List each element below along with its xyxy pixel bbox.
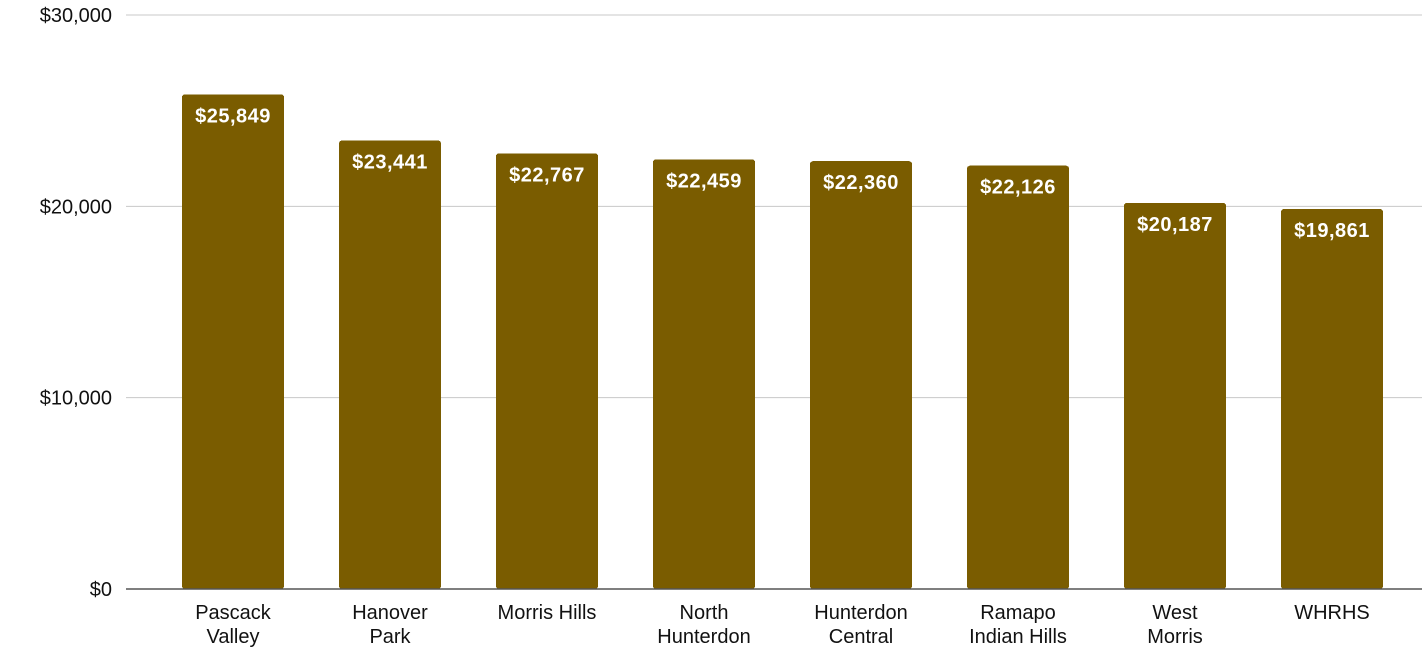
x-axis-ticks: Pascack Valley Hanover Park Morris Hills Nort… xyxy=(195,602,1370,648)
bar-value-label: $22,360 xyxy=(823,172,899,194)
x-tick-label: Ramapo Indian Hills xyxy=(969,602,1067,648)
bar xyxy=(339,140,441,589)
bar-value-label: $23,441 xyxy=(352,151,428,173)
bars xyxy=(182,94,1383,590)
bar-value-label: $20,187 xyxy=(1137,214,1213,236)
x-tick-label-line: Pascack xyxy=(195,602,272,624)
y-tick-label: $30,000 xyxy=(40,5,112,27)
x-tick-label-line: Hunterdon xyxy=(657,626,750,648)
x-tick-label-line: Valley xyxy=(207,626,260,648)
x-tick-label-line: West xyxy=(1152,602,1198,624)
bar-value-label: $22,126 xyxy=(980,177,1056,199)
x-tick-label-line: North xyxy=(680,602,729,624)
bar xyxy=(1124,202,1226,589)
bar xyxy=(653,159,755,589)
bar xyxy=(967,165,1069,589)
bar-value-label: $22,459 xyxy=(666,170,742,192)
x-tick-label: Pascack Valley xyxy=(195,602,272,648)
data-labels: $25,849 $23,441 $22,767 $22,459 $22,360 $22,1… xyxy=(195,105,1370,242)
x-tick-label: North Hunterdon xyxy=(657,602,750,648)
x-tick-label: Morris Hills xyxy=(498,602,597,624)
gridlines xyxy=(126,14,1422,399)
x-tick-label: Hanover Park xyxy=(352,602,428,648)
bar-value-label: $22,767 xyxy=(509,164,585,186)
bar-value-label: $25,849 xyxy=(195,105,271,127)
x-tick-label-line: Hanover xyxy=(352,602,428,624)
bar xyxy=(182,94,284,589)
x-tick-label: Hunterdon Central xyxy=(814,602,907,648)
x-tick-label: WHRHS xyxy=(1294,602,1370,624)
bar xyxy=(496,153,598,589)
x-tick-label-line: Hunterdon xyxy=(814,602,907,624)
y-tick-label: $10,000 xyxy=(40,388,112,410)
y-axis-ticks: $0 $10,000 $20,000 $30,000 xyxy=(40,5,112,601)
x-tick-label-line: WHRHS xyxy=(1294,602,1370,624)
x-tick-label-line: Central xyxy=(829,626,893,648)
x-tick-label-line: Morris Hills xyxy=(498,602,597,624)
x-tick-label-line: Ramapo xyxy=(980,602,1056,624)
bar xyxy=(810,161,912,590)
bar-value-label: $19,861 xyxy=(1294,220,1370,242)
x-tick-label-line: Indian Hills xyxy=(969,626,1067,648)
x-tick-label-line: Morris xyxy=(1147,626,1203,648)
bar xyxy=(1281,208,1383,590)
y-tick-label: $20,000 xyxy=(40,196,112,218)
x-tick-label: West Morris xyxy=(1147,602,1203,648)
y-tick-label: $0 xyxy=(90,579,112,601)
x-tick-label-line: Park xyxy=(369,626,411,648)
